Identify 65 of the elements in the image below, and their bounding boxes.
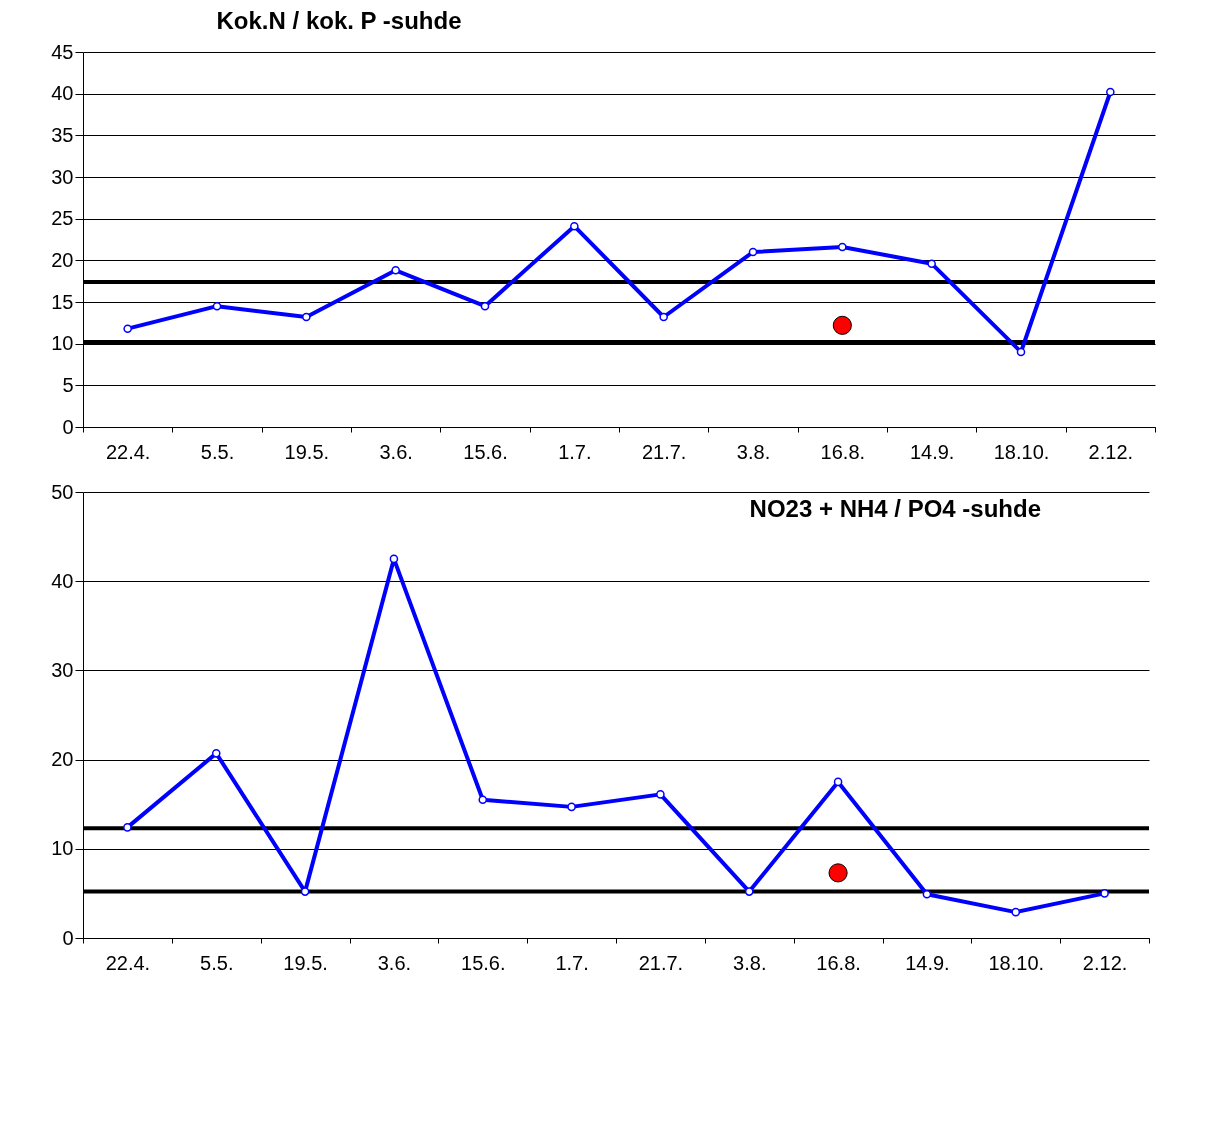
chart-title: Kok.N / kok. P -suhde bbox=[216, 7, 462, 34]
point bbox=[478, 795, 488, 805]
point bbox=[656, 790, 665, 799]
x-tick-label: 15.6. bbox=[463, 440, 508, 463]
y-tick-label: 25 bbox=[51, 207, 74, 230]
x-tick-label: 14.9. bbox=[909, 440, 955, 463]
point bbox=[211, 749, 221, 758]
point bbox=[744, 887, 754, 896]
y-tick-label: 50 bbox=[51, 480, 74, 503]
point bbox=[567, 802, 576, 812]
point bbox=[1106, 87, 1115, 97]
x-tick-label: 1.7. bbox=[558, 440, 592, 463]
point bbox=[1011, 907, 1021, 917]
x-tick-label: 22.4. bbox=[105, 951, 151, 974]
x-tick-label: 3.6. bbox=[377, 951, 412, 974]
x-tick-label: 14.9. bbox=[905, 951, 950, 974]
y-tick-label: 35 bbox=[51, 123, 74, 146]
point bbox=[302, 312, 311, 322]
point bbox=[123, 823, 132, 832]
x-tick-label: 15.6. bbox=[461, 951, 506, 974]
y-tick-label: 20 bbox=[51, 248, 74, 271]
x-tick-label: 1.7. bbox=[555, 951, 589, 974]
y-tick-label: 10 bbox=[51, 332, 74, 355]
point bbox=[659, 312, 668, 322]
point bbox=[838, 242, 847, 252]
x-tick-label: 2.12. bbox=[1088, 440, 1134, 463]
point bbox=[922, 890, 932, 899]
x-tick-label: 19.5. bbox=[284, 440, 330, 463]
point bbox=[123, 324, 132, 333]
point bbox=[570, 221, 579, 231]
x-tick-label: 18.10. bbox=[988, 951, 1045, 974]
point bbox=[927, 259, 936, 268]
y-tick-label: 0 bbox=[62, 926, 74, 949]
chart-title: NO23 + NH4 / PO4 -suhde bbox=[749, 495, 1041, 522]
x-tick-label: 18.10. bbox=[993, 440, 1050, 463]
x-tick-label: 5.5. bbox=[200, 440, 235, 463]
y-tick-label: 5 bbox=[62, 373, 74, 396]
y-tick-label: 40 bbox=[51, 82, 74, 105]
x-tick-label: 3.8. bbox=[736, 440, 771, 463]
x-tick-label: 21.7. bbox=[638, 951, 684, 974]
y-tick-label: 10 bbox=[51, 837, 74, 860]
x-tick-label: 5.5. bbox=[200, 951, 234, 974]
x-tick-label: 2.12. bbox=[1082, 951, 1128, 974]
y-tick-label: 20 bbox=[51, 748, 74, 771]
x-tick-label: 3.8. bbox=[733, 951, 767, 974]
point bbox=[833, 777, 843, 787]
point bbox=[1100, 889, 1109, 898]
x-tick-label: 21.7. bbox=[641, 440, 687, 463]
x-tick-label: 16.8. bbox=[820, 440, 866, 463]
y-tick-label: 45 bbox=[51, 40, 74, 63]
point bbox=[391, 266, 400, 275]
y-tick-label: 0 bbox=[62, 415, 74, 438]
point bbox=[212, 301, 222, 311]
y-tick-label: 30 bbox=[51, 658, 74, 681]
point bbox=[748, 247, 758, 257]
point bbox=[480, 301, 490, 311]
x-tick-label: 3.6. bbox=[379, 440, 413, 463]
x-tick-label: 16.8. bbox=[816, 951, 861, 974]
point bbox=[1016, 347, 1026, 357]
y-tick-label: 15 bbox=[51, 290, 74, 313]
point bbox=[300, 887, 310, 896]
x-tick-label: 19.5. bbox=[283, 951, 328, 974]
y-tick-label: 30 bbox=[51, 165, 74, 188]
x-tick-label: 22.4. bbox=[105, 440, 151, 463]
y-tick-label: 40 bbox=[51, 569, 74, 592]
